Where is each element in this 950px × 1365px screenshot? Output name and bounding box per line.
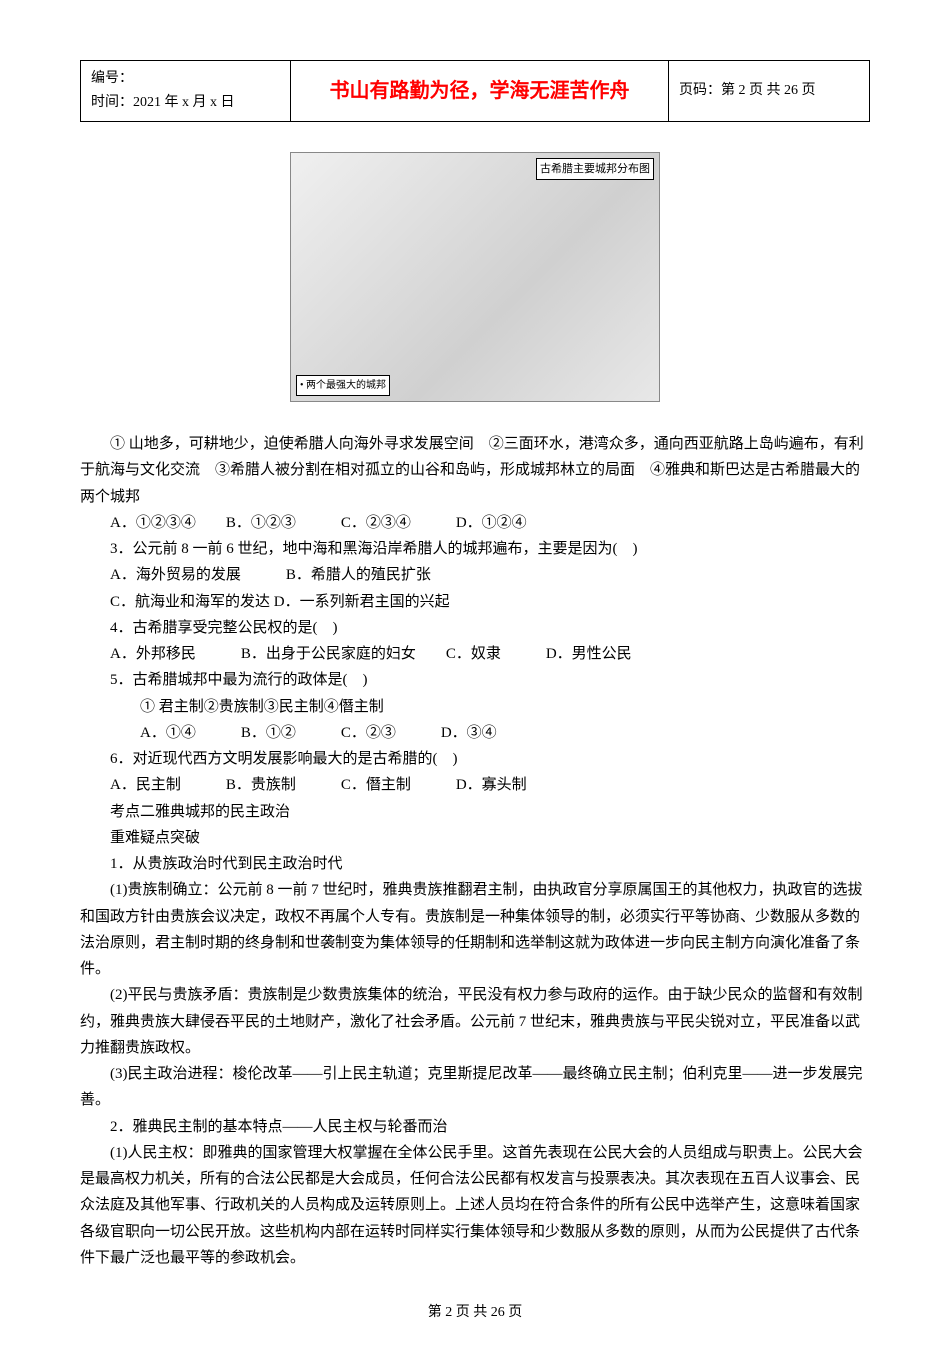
question-3: 3．公元前 8 一前 6 世纪，地中海和黑海沿岸希腊人的城邦遍布，主要是因为( … (80, 536, 870, 562)
header-left-cell: 编号： 时间：2021 年 x 月 x 日 (81, 61, 291, 121)
question-6-options: A．民主制 B．贵族制 C．僭主制 D．寡头制 (80, 772, 870, 798)
question-4: 4．古希腊享受完整公民权的是( ) (80, 615, 870, 641)
question-5-items: ① 君主制②贵族制③民主制④僭主制 (80, 694, 870, 720)
section-2-heading: 2．雅典民主制的基本特点――人民主权与轮番而治 (80, 1114, 870, 1140)
map-image: 古希腊主要城邦分布图 • 两个最强大的城邦 (290, 152, 660, 402)
map-legend-label: 古希腊主要城邦分布图 (536, 158, 654, 181)
question-3-options-a: A．海外贸易的发展 B．希腊人的殖民扩张 (80, 562, 870, 588)
map-container: 古希腊主要城邦分布图 • 两个最强大的城邦 (80, 152, 870, 412)
difficulty-heading: 重难疑点突破 (80, 825, 870, 851)
header-box: 编号： 时间：2021 年 x 月 x 日 书山有路勤为径，学海无涯苦作舟 页码… (80, 60, 870, 122)
question-4-options: A．外邦移民 B．出身于公民家庭的妇女 C．奴隶 D．男性公民 (80, 641, 870, 667)
map-bottom-label: • 两个最强大的城邦 (296, 375, 390, 396)
question-statement-1: ① 山地多，可耕地少，迫使希腊人向海外寻求发展空间 ②三面环水，港湾众多，通向西… (80, 431, 870, 510)
question-options-2: A．①②③④ B．①②③ C．②③④ D．①②④ (80, 510, 870, 536)
doc-time-label: 时间：2021 年 x 月 x 日 (91, 91, 280, 115)
doc-id-label: 编号： (91, 67, 280, 91)
question-6: 6．对近现代西方文明发展影响最大的是古希腊的( ) (80, 746, 870, 772)
question-3-options-c: C．航海业和海军的发达 D．一系列新君主国的兴起 (80, 589, 870, 615)
topic-2-heading: 考点二雅典城邦的民主政治 (80, 799, 870, 825)
content-body: ① 山地多，可耕地少，迫使希腊人向海外寻求发展空间 ②三面环水，港湾众多，通向西… (80, 431, 870, 1271)
header-motto: 书山有路勤为径，学海无涯苦作舟 (291, 61, 669, 121)
question-5: 5．古希腊城邦中最为流行的政体是( ) (80, 667, 870, 693)
section-2-1: (1)人民主权：即雅典的国家管理大权掌握在全体公民手里。这首先表现在公民大会的人… (80, 1140, 870, 1271)
header-page-label: 页码：第 2 页 共 26 页 (669, 61, 869, 121)
page-footer: 第 2 页 共 26 页 (80, 1301, 870, 1325)
question-5-options: A．①④ B．①② C．②③ D．③④ (80, 720, 870, 746)
section-1-3: (3)民主政治进程：梭伦改革――引上民主轨道；克里斯提尼改革――最终确立民主制；… (80, 1061, 870, 1114)
section-1-1: (1)贵族制确立：公元前 8 一前 7 世纪时，雅典贵族推翻君主制，由执政官分享… (80, 877, 870, 982)
section-1-2: (2)平民与贵族矛盾：贵族制是少数贵族集体的统治，平民没有权力参与政府的运作。由… (80, 982, 870, 1061)
section-1-heading: 1．从贵族政治时代到民主政治时代 (80, 851, 870, 877)
